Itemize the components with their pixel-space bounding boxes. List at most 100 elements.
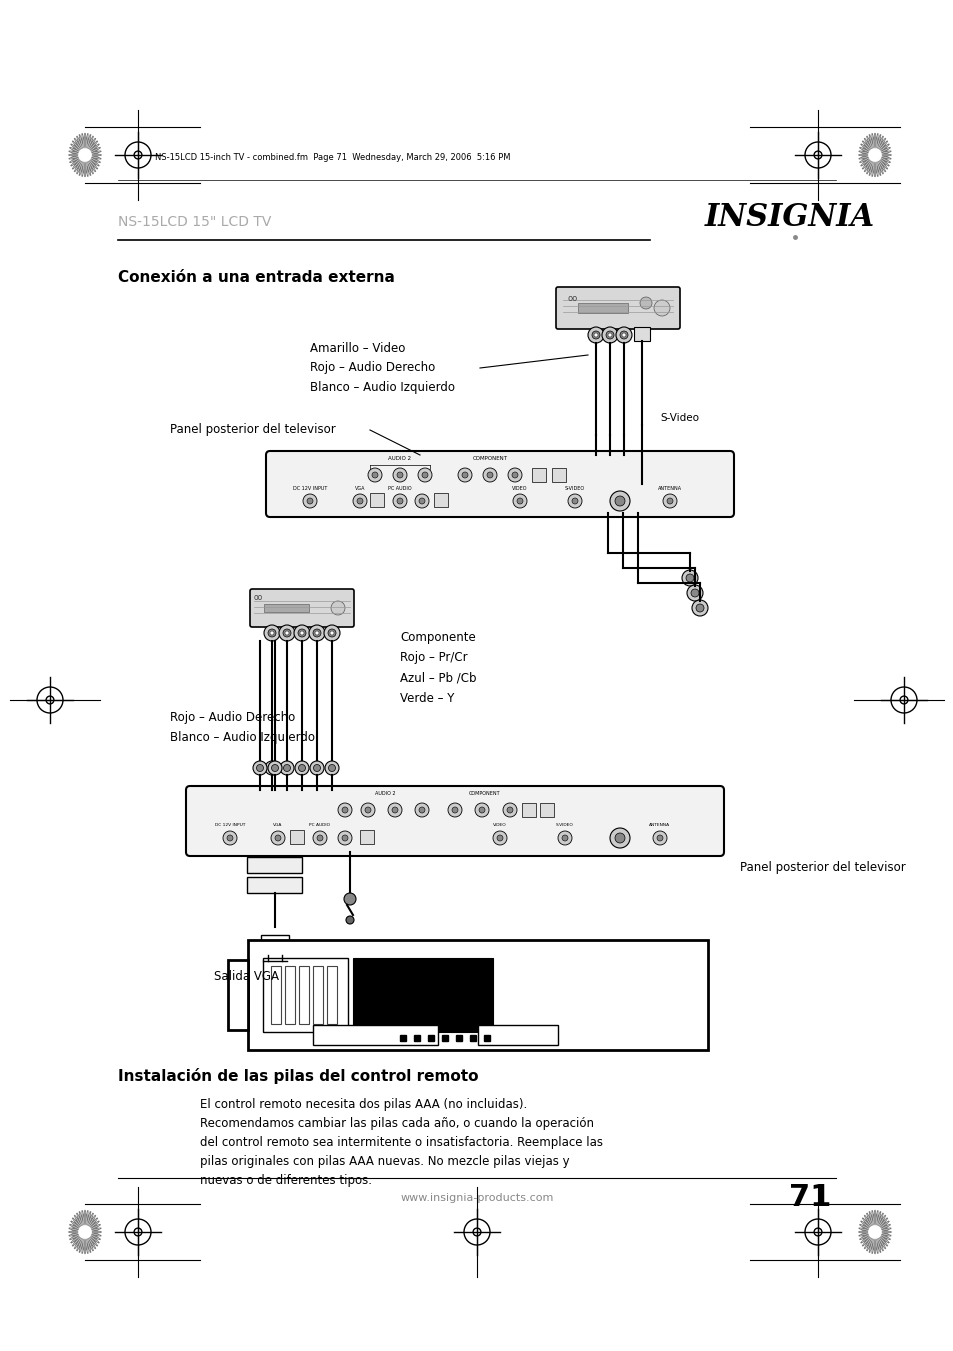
Circle shape <box>268 765 275 771</box>
Circle shape <box>609 828 629 848</box>
Text: AUDIO 2: AUDIO 2 <box>388 457 411 461</box>
Circle shape <box>299 631 304 635</box>
Circle shape <box>353 494 367 508</box>
Circle shape <box>330 631 334 635</box>
Circle shape <box>331 601 345 615</box>
Text: Amarillo – Video: Amarillo – Video <box>310 342 405 354</box>
Circle shape <box>294 761 309 775</box>
Circle shape <box>268 630 275 638</box>
Bar <box>263 958 348 1032</box>
Text: del control remoto sea intermitente o insatisfactoria. Reemplace las: del control remoto sea intermitente o in… <box>200 1136 602 1148</box>
Text: NS-15LCD 15" LCD TV: NS-15LCD 15" LCD TV <box>118 215 271 230</box>
Circle shape <box>256 765 263 771</box>
Circle shape <box>396 471 402 478</box>
Circle shape <box>686 585 702 601</box>
Circle shape <box>461 471 468 478</box>
Circle shape <box>513 494 526 508</box>
Circle shape <box>328 765 335 771</box>
Circle shape <box>298 765 305 771</box>
Circle shape <box>666 499 672 504</box>
Bar <box>434 493 448 507</box>
Circle shape <box>280 761 294 775</box>
Bar <box>271 966 281 1024</box>
Text: COMPONENT: COMPONENT <box>469 790 500 796</box>
Circle shape <box>271 831 285 844</box>
Text: Blanco – Audio Izquierdo: Blanco – Audio Izquierdo <box>170 731 314 744</box>
Circle shape <box>421 471 428 478</box>
Circle shape <box>654 300 669 316</box>
Circle shape <box>615 834 624 843</box>
Circle shape <box>482 467 497 482</box>
Circle shape <box>314 631 318 635</box>
Circle shape <box>365 807 371 813</box>
Circle shape <box>621 332 625 336</box>
Circle shape <box>268 761 282 775</box>
Circle shape <box>313 831 327 844</box>
Circle shape <box>325 761 338 775</box>
Bar <box>285 966 294 1024</box>
Bar <box>247 877 302 893</box>
Circle shape <box>652 831 666 844</box>
Text: AUDIO 2: AUDIO 2 <box>375 790 395 796</box>
Circle shape <box>457 467 472 482</box>
Circle shape <box>356 499 363 504</box>
Circle shape <box>346 916 354 924</box>
Circle shape <box>502 802 517 817</box>
Text: PC AUDIO: PC AUDIO <box>388 486 412 490</box>
Circle shape <box>297 630 306 638</box>
Circle shape <box>506 807 513 813</box>
Text: S-Video: S-Video <box>659 413 699 423</box>
Circle shape <box>368 467 381 482</box>
Circle shape <box>341 807 348 813</box>
Circle shape <box>572 499 578 504</box>
Bar <box>247 857 302 873</box>
Circle shape <box>285 631 289 635</box>
Text: ANTENNA: ANTENNA <box>649 823 670 827</box>
Text: Blanco – Audio Izquierdo: Blanco – Audio Izquierdo <box>310 381 455 394</box>
Circle shape <box>619 331 627 339</box>
Bar <box>228 961 248 1029</box>
Circle shape <box>696 604 703 612</box>
Polygon shape <box>858 1210 890 1254</box>
Circle shape <box>497 835 502 842</box>
Circle shape <box>662 494 677 508</box>
Circle shape <box>264 626 280 640</box>
Text: www.insignia-products.com: www.insignia-products.com <box>400 1193 553 1202</box>
Circle shape <box>253 761 267 775</box>
Circle shape <box>685 574 693 582</box>
Circle shape <box>313 630 320 638</box>
Text: Rojo – Audio Derecho: Rojo – Audio Derecho <box>310 362 435 374</box>
Bar <box>539 802 554 817</box>
Bar <box>578 303 627 313</box>
Circle shape <box>561 835 567 842</box>
Circle shape <box>314 765 320 771</box>
Circle shape <box>310 761 324 775</box>
Circle shape <box>418 807 424 813</box>
Circle shape <box>360 802 375 817</box>
Circle shape <box>396 499 402 504</box>
Text: El control remoto necesita dos pilas AAA (no incluidas).: El control remoto necesita dos pilas AAA… <box>200 1098 527 1111</box>
Circle shape <box>868 1225 881 1238</box>
Bar <box>552 467 565 482</box>
Text: nuevas o de diferentes tipos.: nuevas o de diferentes tipos. <box>200 1174 372 1188</box>
Circle shape <box>388 802 401 817</box>
Circle shape <box>265 761 278 775</box>
Bar <box>353 958 493 1032</box>
Bar <box>298 966 309 1024</box>
Circle shape <box>448 802 461 817</box>
Circle shape <box>616 327 631 343</box>
Text: VIDEO: VIDEO <box>493 823 506 827</box>
Circle shape <box>337 802 352 817</box>
Text: VGA: VGA <box>355 486 365 490</box>
Bar <box>532 467 545 482</box>
Circle shape <box>223 831 236 844</box>
FancyBboxPatch shape <box>266 451 733 517</box>
Circle shape <box>615 496 624 507</box>
Polygon shape <box>69 1210 101 1254</box>
Text: DC 12V INPUT: DC 12V INPUT <box>214 823 245 827</box>
Polygon shape <box>858 132 890 177</box>
Bar <box>313 1025 437 1046</box>
Text: oo: oo <box>253 593 263 603</box>
Circle shape <box>337 831 352 844</box>
FancyBboxPatch shape <box>556 286 679 330</box>
